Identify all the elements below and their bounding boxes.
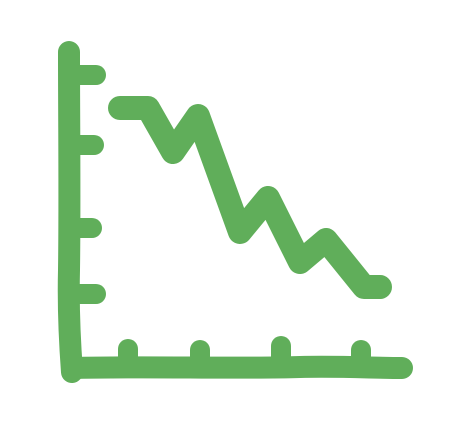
y-axis-line bbox=[57, 41, 83, 383]
declining-series-line bbox=[108, 96, 392, 299]
